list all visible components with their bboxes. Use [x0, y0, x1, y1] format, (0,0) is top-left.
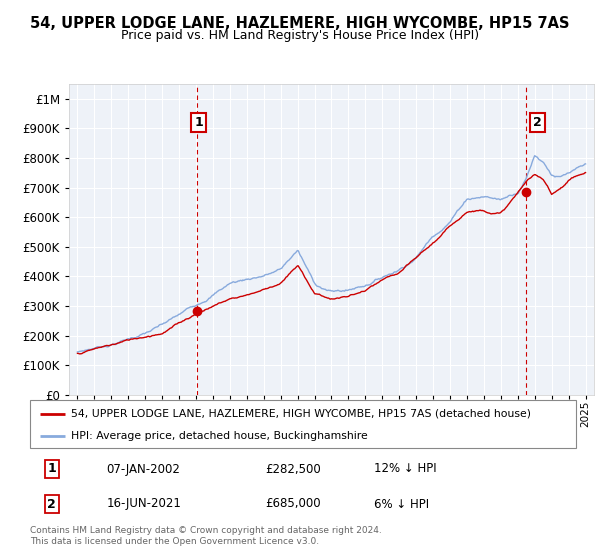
Text: 1: 1 — [47, 463, 56, 475]
Text: 12% ↓ HPI: 12% ↓ HPI — [374, 463, 437, 475]
Text: £685,000: £685,000 — [265, 497, 320, 511]
FancyBboxPatch shape — [30, 400, 576, 448]
Text: £282,500: £282,500 — [265, 463, 320, 475]
Text: 1: 1 — [194, 116, 203, 129]
Text: 6% ↓ HPI: 6% ↓ HPI — [374, 497, 429, 511]
Text: 54, UPPER LODGE LANE, HAZLEMERE, HIGH WYCOMBE, HP15 7AS (detached house): 54, UPPER LODGE LANE, HAZLEMERE, HIGH WY… — [71, 409, 531, 419]
Text: 07-JAN-2002: 07-JAN-2002 — [106, 463, 181, 475]
Text: 2: 2 — [533, 116, 542, 129]
Text: 2: 2 — [47, 497, 56, 511]
Text: 16-JUN-2021: 16-JUN-2021 — [106, 497, 181, 511]
Text: HPI: Average price, detached house, Buckinghamshire: HPI: Average price, detached house, Buck… — [71, 431, 368, 441]
Text: 54, UPPER LODGE LANE, HAZLEMERE, HIGH WYCOMBE, HP15 7AS: 54, UPPER LODGE LANE, HAZLEMERE, HIGH WY… — [30, 16, 570, 31]
Text: Price paid vs. HM Land Registry's House Price Index (HPI): Price paid vs. HM Land Registry's House … — [121, 29, 479, 42]
Text: Contains HM Land Registry data © Crown copyright and database right 2024.
This d: Contains HM Land Registry data © Crown c… — [30, 526, 382, 546]
